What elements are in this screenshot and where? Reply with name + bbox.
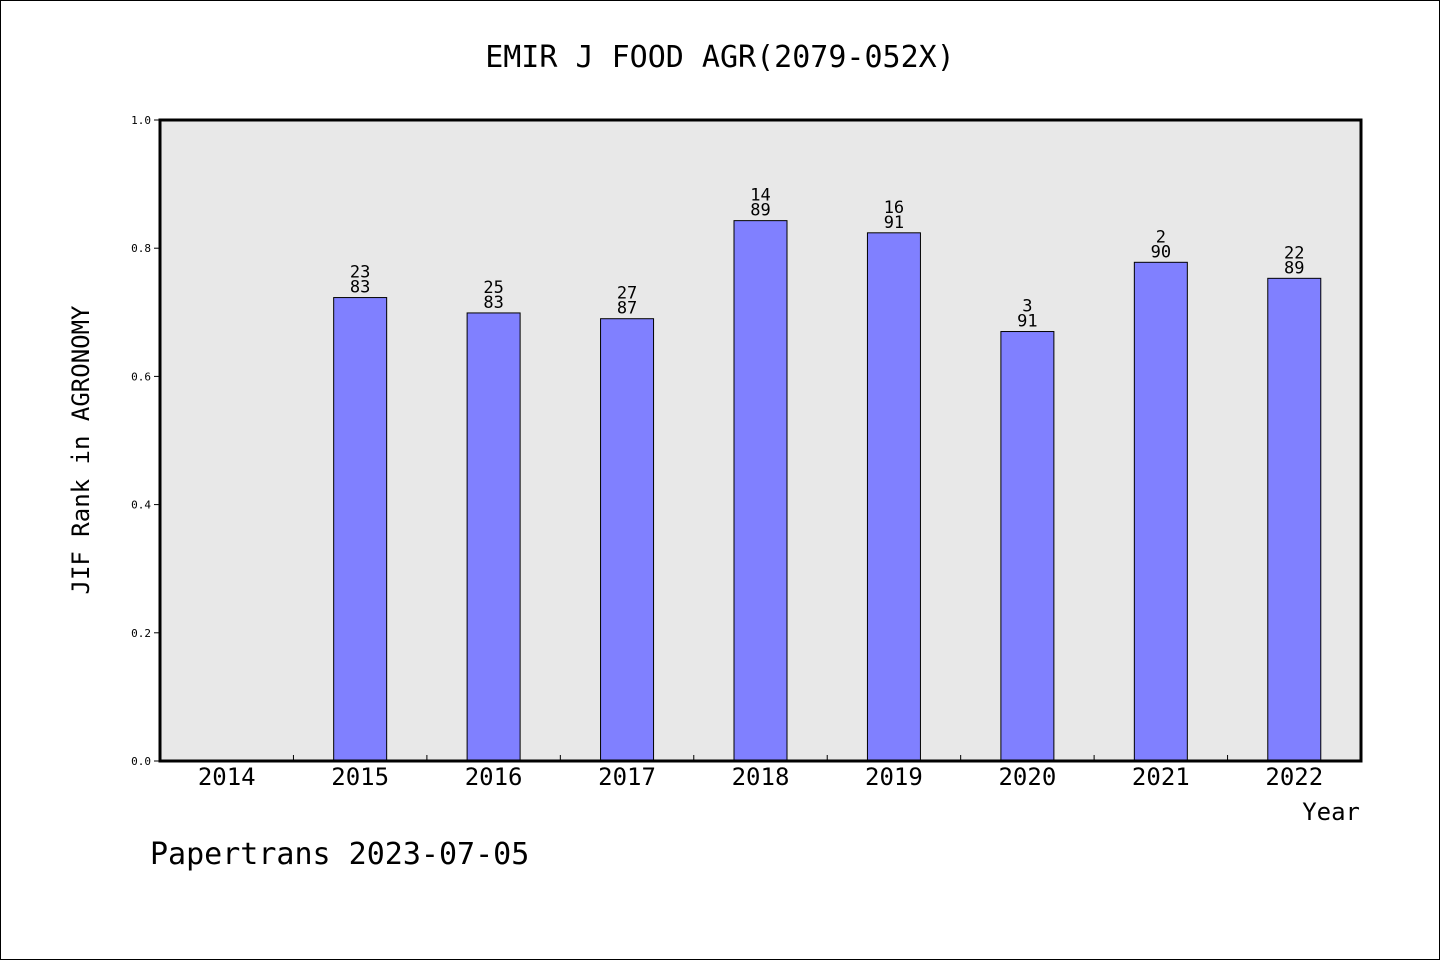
bars: [333, 220, 1322, 762]
y-axis: 0.0 0.2 0.4 0.6 0.8 1.0: [131, 114, 160, 768]
x-tick-label: 2020: [998, 763, 1056, 791]
y-tick-label: 0.2: [131, 627, 151, 640]
bar-2017: [600, 318, 655, 762]
data-label-rank: 16: [884, 198, 904, 218]
y-axis-label: JIF Rank in AGRONOMY: [67, 305, 95, 595]
bar-2016: [466, 312, 521, 762]
data-label-rank: 25: [483, 278, 503, 298]
y-tick-label: 0.6: [131, 370, 151, 383]
data-label-total: 87: [617, 299, 637, 319]
chart-title: EMIR J FOOD AGR(2079-052X): [485, 40, 955, 75]
plot-border: [158, 118, 1363, 763]
data-label-rank: 27: [617, 284, 637, 304]
data-label-total: 90: [1151, 242, 1171, 262]
bar-2022: [1267, 277, 1322, 762]
x-tick-label: 2015: [331, 763, 389, 791]
x-tick-label: 2018: [732, 763, 790, 791]
data-label-total: 83: [350, 278, 370, 298]
x-tick-label: 2017: [598, 763, 656, 791]
data-label-rank: 23: [350, 263, 370, 283]
bar-2021: [1133, 261, 1188, 762]
bar-2019: [866, 232, 921, 762]
data-label-total: 91: [1017, 312, 1037, 332]
y-tick-label: 1.0: [131, 114, 151, 127]
bar-2015: [333, 297, 388, 762]
x-tick-label: 2022: [1265, 763, 1323, 791]
data-label-rank: 14: [750, 186, 770, 206]
bar-2018: [733, 220, 788, 762]
x-axis: 2014 2015 2016 2017 2018 2019 2020 2021 2022: [198, 755, 1323, 791]
data-label-total: 89: [1284, 258, 1304, 278]
x-tick-label: 2019: [865, 763, 923, 791]
x-axis-label: Year: [1302, 798, 1360, 826]
data-label-rank: 2: [1156, 227, 1166, 247]
data-label-total: 89: [750, 201, 770, 221]
x-tick-label: 2014: [198, 763, 256, 791]
footer-text: Papertrans 2023-07-05: [150, 837, 529, 872]
y-tick-label: 0.8: [131, 242, 151, 255]
x-tick-label: 2016: [465, 763, 523, 791]
data-label-total: 91: [884, 213, 904, 233]
y-tick-label: 0.0: [131, 755, 151, 768]
data-label-rank: 3: [1022, 297, 1032, 317]
bar-2020: [1000, 331, 1055, 762]
x-tick-label: 2021: [1132, 763, 1190, 791]
y-tick-label: 0.4: [131, 499, 151, 512]
data-label-total: 83: [483, 293, 503, 313]
data-label-rank: 22: [1284, 243, 1304, 263]
